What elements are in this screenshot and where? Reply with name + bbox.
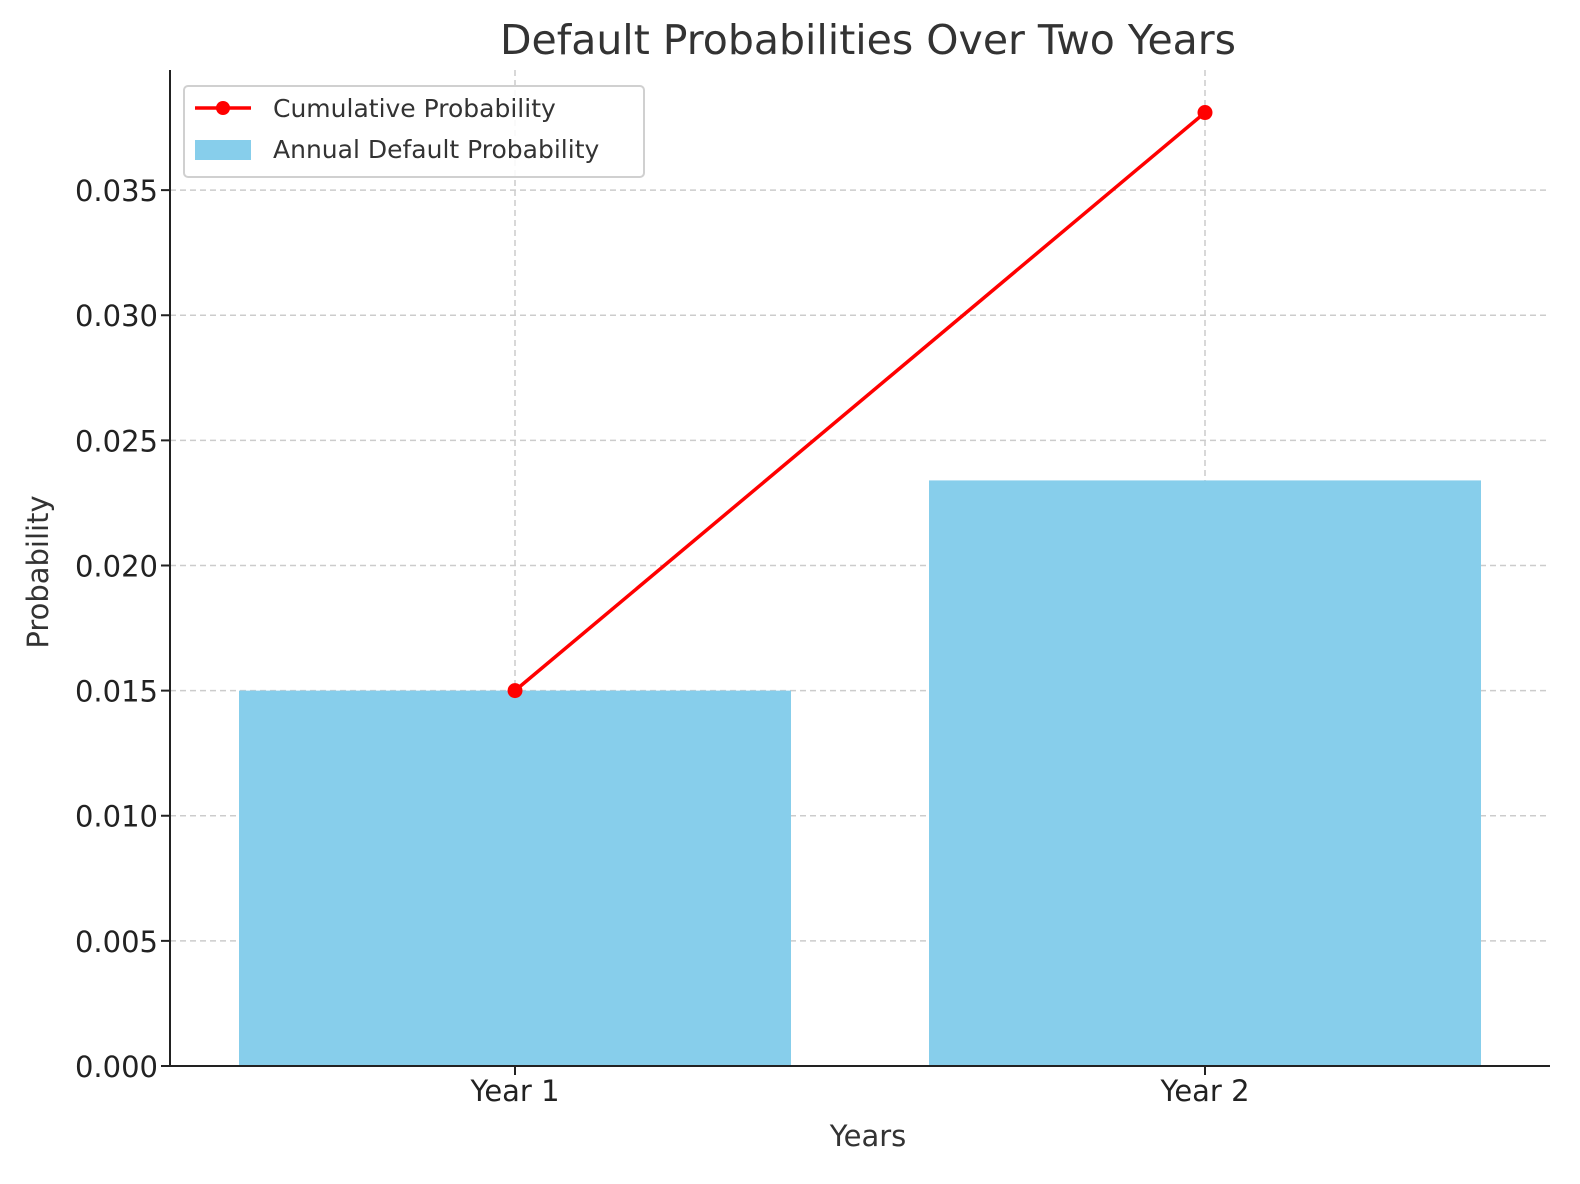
legend: Cumulative Probability Annual Default Pr… bbox=[183, 85, 645, 178]
axes-layer bbox=[169, 70, 1550, 1067]
bars-layer bbox=[239, 480, 1481, 1066]
legend-label-cumulative: Cumulative Probability bbox=[273, 94, 556, 123]
y-tick-label: 0.025 bbox=[75, 424, 158, 458]
y-tick-label: 0.035 bbox=[75, 174, 158, 208]
bar-annual-1 bbox=[239, 690, 791, 1066]
cumulative-line bbox=[513, 111, 1207, 692]
line-layer bbox=[507, 105, 1213, 699]
legend-frame bbox=[183, 85, 645, 178]
y-tick-label: 0.020 bbox=[75, 549, 158, 583]
legend-marker-swatch bbox=[216, 101, 230, 115]
y-tick-label: 0.000 bbox=[75, 1050, 158, 1084]
x-axis-label: Years bbox=[829, 1119, 907, 1153]
ticks-layer: 0.000 0.005 0.010 0.015 0.020 0.025 0.030 0.035… bbox=[75, 174, 1250, 1108]
cumulative-point-2 bbox=[1197, 105, 1213, 121]
y-tick-label: 0.015 bbox=[75, 675, 158, 709]
chart-title: Default Probabilities Over Two Years bbox=[500, 16, 1236, 64]
y-tick-label: 0.005 bbox=[75, 925, 158, 959]
y-tick-label: 0.010 bbox=[75, 800, 158, 834]
cumulative-point-1 bbox=[507, 683, 523, 699]
legend-label-annual: Annual Default Probability bbox=[273, 135, 599, 164]
legend-bar-swatch bbox=[195, 140, 251, 160]
x-tick-label: Year 2 bbox=[1159, 1074, 1249, 1108]
bar-annual-2 bbox=[929, 480, 1481, 1066]
x-tick-label: Year 1 bbox=[469, 1074, 559, 1108]
y-axis-label: Probability bbox=[21, 495, 55, 648]
y-tick-label: 0.030 bbox=[75, 299, 158, 333]
